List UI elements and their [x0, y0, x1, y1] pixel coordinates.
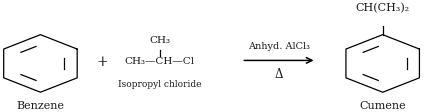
- Text: +: +: [97, 55, 109, 69]
- Text: CH₃: CH₃: [149, 36, 170, 45]
- Text: Benzene: Benzene: [16, 101, 64, 111]
- Text: Anhyd. AlCl₃: Anhyd. AlCl₃: [248, 42, 310, 51]
- Text: CH(CH₃)₂: CH(CH₃)₂: [356, 2, 410, 13]
- Text: CH₃—CH—Cl: CH₃—CH—Cl: [124, 57, 195, 66]
- Text: Isopropyl chloride: Isopropyl chloride: [118, 80, 202, 89]
- Text: Cumene: Cumene: [359, 101, 406, 111]
- Text: Δ: Δ: [275, 68, 283, 81]
